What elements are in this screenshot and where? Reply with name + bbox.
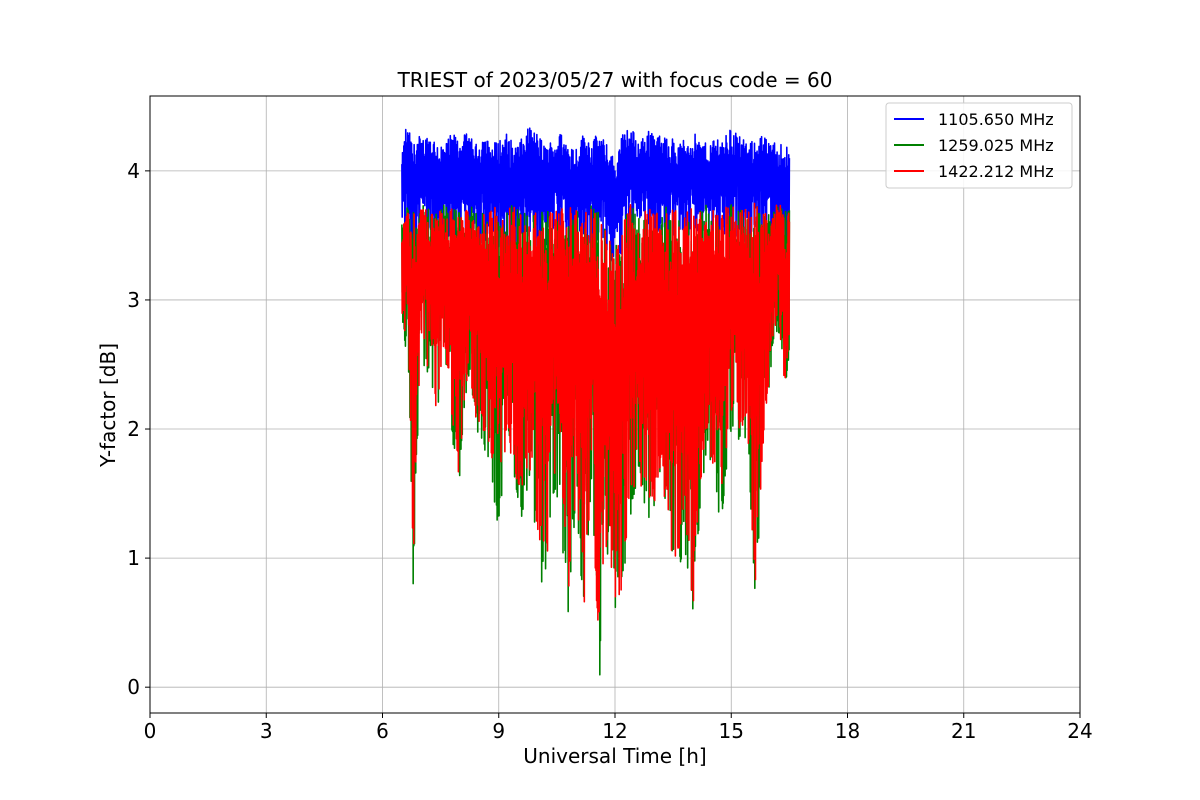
y-axis-label: Y-factor [dB] (96, 343, 120, 468)
legend-label: 1422.212 MHz (938, 162, 1054, 181)
legend: 1105.650 MHz 1259.025 MHz 1422.212 MHz (885, 102, 1073, 189)
x-tick-label: 3 (260, 719, 273, 743)
y-tick-label: 3 (127, 288, 140, 312)
x-tick-label: 24 (1067, 719, 1092, 743)
series-layer (401, 127, 791, 676)
x-tick-label: 12 (602, 719, 627, 743)
series-line (401, 202, 791, 621)
y-axis: 0 1 2 3 4 (127, 159, 150, 699)
legend-box (885, 102, 1073, 189)
y-tick-label: 4 (127, 159, 140, 183)
legend-label: 1259.025 MHz (938, 136, 1054, 155)
x-tick-label: 0 (144, 719, 157, 743)
chart-title: TRIEST of 2023/05/27 with focus code = 6… (397, 68, 833, 92)
y-tick-label: 2 (127, 417, 140, 441)
x-tick-label: 18 (835, 719, 860, 743)
x-tick-label: 9 (492, 719, 505, 743)
legend-label: 1105.650 MHz (938, 110, 1054, 129)
series-line (401, 127, 791, 262)
x-axis-label: Universal Time [h] (523, 744, 706, 768)
y-tick-label: 1 (127, 546, 140, 570)
x-axis: 0 3 6 9 12 15 18 21 24 (144, 713, 1093, 743)
y-tick-label: 0 (127, 675, 140, 699)
x-tick-label: 15 (719, 719, 744, 743)
x-tick-label: 6 (376, 719, 389, 743)
x-tick-label: 21 (951, 719, 976, 743)
